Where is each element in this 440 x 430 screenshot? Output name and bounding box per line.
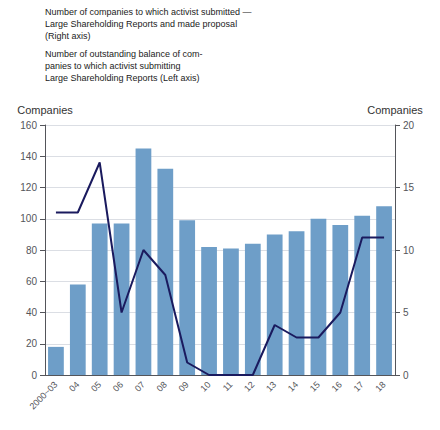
- svg-text:60: 60: [26, 276, 38, 287]
- svg-text:10: 10: [403, 245, 415, 256]
- svg-text:09: 09: [177, 379, 191, 393]
- svg-text:08: 08: [155, 379, 169, 393]
- svg-text:16: 16: [330, 379, 344, 393]
- svg-text:Companies: Companies: [367, 104, 423, 116]
- svg-text:11: 11: [221, 379, 235, 393]
- svg-text:5: 5: [403, 307, 409, 318]
- svg-text:2000~03: 2000~03: [27, 379, 59, 411]
- svg-text:20: 20: [403, 120, 415, 131]
- svg-text:panies to which activist submi: panies to which activist submitting: [45, 61, 181, 71]
- svg-text:15: 15: [308, 379, 322, 393]
- svg-text:(Right axis): (Right axis): [45, 31, 91, 41]
- svg-text:04: 04: [67, 379, 81, 393]
- svg-text:Number of outstanding balance: Number of outstanding balance of com-: [45, 49, 203, 59]
- svg-text:20: 20: [26, 338, 38, 349]
- svg-text:07: 07: [133, 379, 147, 393]
- svg-text:10: 10: [198, 379, 212, 393]
- svg-text:80: 80: [26, 245, 38, 256]
- svg-text:Large Shareholding Reports (Le: Large Shareholding Reports (Left axis): [45, 73, 200, 83]
- svg-text:140: 140: [20, 151, 37, 162]
- svg-text:17: 17: [352, 379, 366, 393]
- svg-text:100: 100: [20, 213, 37, 224]
- svg-text:0: 0: [403, 370, 409, 381]
- svg-text:14: 14: [286, 379, 300, 393]
- svg-text:13: 13: [264, 379, 278, 393]
- svg-text:06: 06: [111, 379, 125, 393]
- svg-text:40: 40: [26, 307, 38, 318]
- svg-text:Companies: Companies: [17, 104, 73, 116]
- svg-text:160: 160: [20, 120, 37, 131]
- svg-text:12: 12: [242, 379, 256, 393]
- svg-text:Number of companies to which a: Number of companies to which activist su…: [45, 7, 252, 17]
- svg-text:120: 120: [20, 182, 37, 193]
- svg-text:Large Shareholding Reports and: Large Shareholding Reports and made prop…: [45, 19, 237, 29]
- svg-text:0: 0: [31, 370, 37, 381]
- svg-text:15: 15: [403, 182, 415, 193]
- svg-text:18: 18: [373, 379, 387, 393]
- svg-text:05: 05: [89, 379, 103, 393]
